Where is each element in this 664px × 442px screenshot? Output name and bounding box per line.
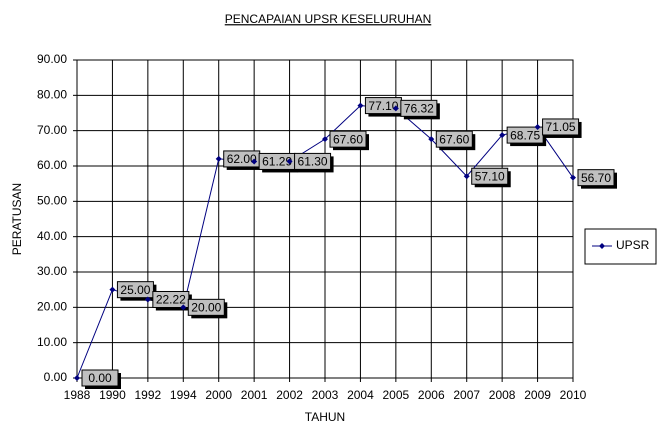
data-label-text: 77.10 [368,99,398,113]
data-label: 20.00 [187,298,228,319]
data-label: 62.00 [223,150,263,170]
data-point [534,123,541,130]
data-label: 61.29 [258,152,299,173]
data-point [463,173,470,180]
x-tick-label: 2002 [276,388,303,402]
data-point [144,296,151,303]
legend-label: UPSR [616,238,650,252]
data-point [428,136,435,143]
data-point [74,375,80,381]
data-point [180,304,187,311]
data-label-text: 61.30 [298,155,328,169]
x-tick-label: 2006 [418,388,445,402]
data-point [109,286,116,293]
x-tick-label: 2000 [205,388,232,402]
label-box [577,169,615,187]
data-label: 67.60 [435,130,476,151]
label-box [542,118,580,136]
data-label-text: 68.75 [510,128,540,142]
label-box [471,167,509,185]
data-label: 56.70 [577,169,617,189]
chart-title: PENCAPAIAN UPSR KESELURUHAN [225,12,432,26]
legend-marker [599,243,605,249]
data-label-text: 67.60 [439,132,469,146]
label-box [294,152,332,170]
y-tick-label: 20.00 [37,300,67,314]
data-label: 76.32 [400,99,440,120]
x-tick-label: 2003 [312,388,339,402]
label-box [435,130,473,148]
data-point [251,158,258,165]
data-label-text: 67.60 [333,132,363,146]
data-label: 67.60 [329,130,369,151]
y-tick-label: 30.00 [37,264,67,278]
label-box [116,281,154,299]
data-point [392,105,399,112]
x-tick-label: 2001 [241,388,268,402]
data-label-text: 61.29 [262,155,292,169]
y-tick-label: 40.00 [37,229,67,243]
x-axis-title: TAHUN [305,410,345,424]
label-box [400,99,438,117]
x-tick-label: 1990 [99,388,126,402]
x-tick-label: 2004 [347,388,374,402]
data-label: 71.05 [542,118,582,138]
label-box [187,298,225,316]
y-tick-label: 70.00 [37,123,67,137]
data-label: 22.22 [152,290,192,311]
x-tick-label: 1988 [64,388,91,402]
x-tick-label: 2009 [524,388,551,402]
y-tick-label: 50.00 [37,194,67,208]
data-label: 57.10 [471,167,511,188]
data-label-text: 20.00 [191,301,221,315]
y-tick-label: 10.00 [37,335,67,349]
x-tick-label: 1992 [135,388,162,402]
data-label-text: 22.22 [156,293,186,307]
y-tick-label: 90.00 [37,52,67,66]
data-label-text: 62.00 [227,152,257,166]
data-label-text: 71.05 [546,120,576,134]
data-label: 68.75 [506,126,547,147]
data-point [357,102,364,109]
x-tick-label: 2005 [383,388,410,402]
label-box [81,369,119,387]
x-tick-label: 2007 [453,388,480,402]
data-point [322,136,328,143]
data-point [499,132,506,139]
x-tick-label: 2010 [560,388,587,402]
data-label-text: 56.70 [581,171,611,185]
data-label-text: 0.00 [88,371,112,385]
data-point [215,155,222,162]
y-tick-label: 0.00 [44,370,68,384]
data-label-text: 25.00 [120,283,150,297]
data-label: 0.00 [81,369,121,389]
data-point [286,158,293,165]
data-point [570,174,576,181]
data-label: 25.00 [116,281,157,301]
data-label-text: 76.32 [404,102,434,116]
data-label: 61.30 [294,152,334,173]
data-label-text: 57.10 [475,169,505,183]
y-axis-title: PERATUSAN [10,183,24,255]
x-tick-label: 2008 [489,388,516,402]
y-tick-label: 60.00 [37,158,67,172]
label-box [329,130,367,148]
y-tick-label: 80.00 [37,88,67,102]
x-tick-label: 1994 [170,388,197,402]
data-label: 77.10 [364,97,405,117]
